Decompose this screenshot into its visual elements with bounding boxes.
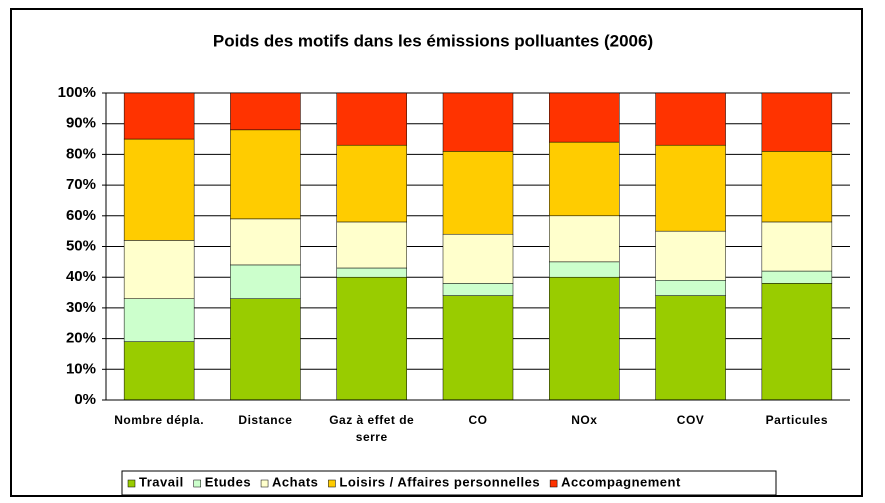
bar-segment: [761, 221, 833, 272]
legend-label: Travail: [139, 474, 184, 489]
legend-label: Etudes: [205, 474, 251, 489]
bar-segment: [230, 92, 301, 131]
legend-swatch: [193, 479, 201, 488]
y-tick-label: 60%: [66, 207, 96, 224]
bar-segment: [123, 240, 195, 299]
bar-segment: [123, 298, 195, 342]
legend-swatch: [260, 479, 269, 488]
bar-segment: [655, 92, 726, 146]
x-tick-label: Nombre dépla.: [114, 413, 205, 427]
bar-segment: [549, 141, 620, 217]
legend-swatch: [127, 479, 136, 488]
bar-segment: [761, 151, 833, 223]
chart-title: Poids des motifs dans les émissions poll…: [213, 31, 653, 50]
bar-segment: [549, 261, 620, 278]
bar-segment: [123, 341, 195, 401]
y-tick-label: 40%: [66, 268, 96, 285]
bar-segment: [336, 221, 407, 269]
x-tick-label: Gaz à effet de serre: [329, 413, 415, 444]
bar-segment: [549, 92, 620, 143]
bar-segment: [123, 138, 195, 241]
bar-segment: [336, 267, 407, 278]
x-tick-label: Particules: [765, 413, 829, 427]
bar-segment: [655, 144, 726, 232]
y-tick-label: 50%: [66, 237, 96, 254]
y-tick-label: 100%: [58, 84, 96, 101]
legend-label: Accompagnement: [561, 474, 681, 489]
legend-swatch: [549, 479, 558, 488]
y-tick-label: 30%: [66, 299, 96, 316]
bar-segment: [336, 92, 407, 146]
bar-segment: [442, 92, 514, 152]
bar-segment: [123, 92, 195, 140]
bar-segment: [549, 215, 620, 263]
y-tick-label: 80%: [66, 145, 96, 162]
bar-segment: [230, 218, 301, 266]
bar-segment: [336, 144, 407, 223]
y-tick-label: 70%: [66, 176, 96, 193]
x-tick-label: CO: [468, 413, 488, 427]
x-tick-label: NOx: [571, 413, 598, 427]
bar-segment: [442, 295, 514, 401]
bar-segment: [230, 298, 301, 401]
x-tick-label: Distance: [238, 413, 293, 427]
legend-label: Achats: [272, 474, 318, 489]
bar-segment: [549, 276, 620, 401]
bar-segment: [655, 280, 726, 296]
bar-segment: [442, 151, 514, 235]
legend-label: Loisirs / Affaires personnelles: [339, 474, 540, 489]
y-tick-label: 20%: [66, 330, 96, 347]
y-tick-label: 0%: [74, 391, 96, 408]
y-tick-label: 10%: [66, 360, 96, 377]
y-tick-label: 90%: [66, 115, 96, 132]
bar-segment: [442, 233, 514, 284]
bar-segment: [336, 276, 407, 401]
bar-segment: [230, 129, 301, 220]
legend-swatch: [328, 479, 336, 488]
bar-segment: [655, 230, 726, 281]
legend-box: [121, 470, 777, 496]
bar-segment: [761, 92, 833, 152]
bar-segment: [761, 283, 833, 401]
bar-segment: [230, 264, 301, 299]
bar-segment: [761, 270, 833, 284]
bar-segment: [655, 295, 726, 401]
bar-segment: [442, 283, 514, 296]
x-tick-label: COV: [676, 413, 705, 427]
